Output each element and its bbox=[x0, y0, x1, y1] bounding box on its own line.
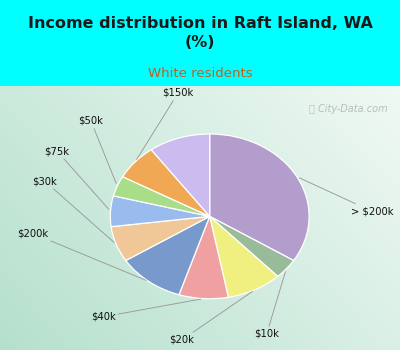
Wedge shape bbox=[210, 216, 294, 276]
Text: White residents: White residents bbox=[148, 67, 252, 80]
Wedge shape bbox=[110, 196, 210, 227]
Wedge shape bbox=[114, 177, 210, 216]
Wedge shape bbox=[126, 216, 210, 295]
Text: $40k: $40k bbox=[91, 299, 201, 322]
Wedge shape bbox=[122, 150, 210, 216]
Wedge shape bbox=[210, 216, 278, 297]
Text: $50k: $50k bbox=[78, 116, 116, 183]
Text: $20k: $20k bbox=[169, 291, 252, 345]
Wedge shape bbox=[151, 134, 210, 216]
Wedge shape bbox=[111, 216, 210, 260]
Text: $10k: $10k bbox=[254, 272, 286, 339]
Text: Income distribution in Raft Island, WA
(%): Income distribution in Raft Island, WA (… bbox=[28, 16, 372, 50]
Text: ⓘ City-Data.com: ⓘ City-Data.com bbox=[309, 104, 388, 114]
Text: $75k: $75k bbox=[44, 146, 109, 209]
Wedge shape bbox=[210, 134, 309, 260]
Text: $30k: $30k bbox=[32, 176, 114, 243]
Text: > $200k: > $200k bbox=[299, 178, 393, 216]
Wedge shape bbox=[179, 216, 228, 299]
Text: $150k: $150k bbox=[137, 88, 194, 160]
Text: $200k: $200k bbox=[17, 229, 146, 280]
